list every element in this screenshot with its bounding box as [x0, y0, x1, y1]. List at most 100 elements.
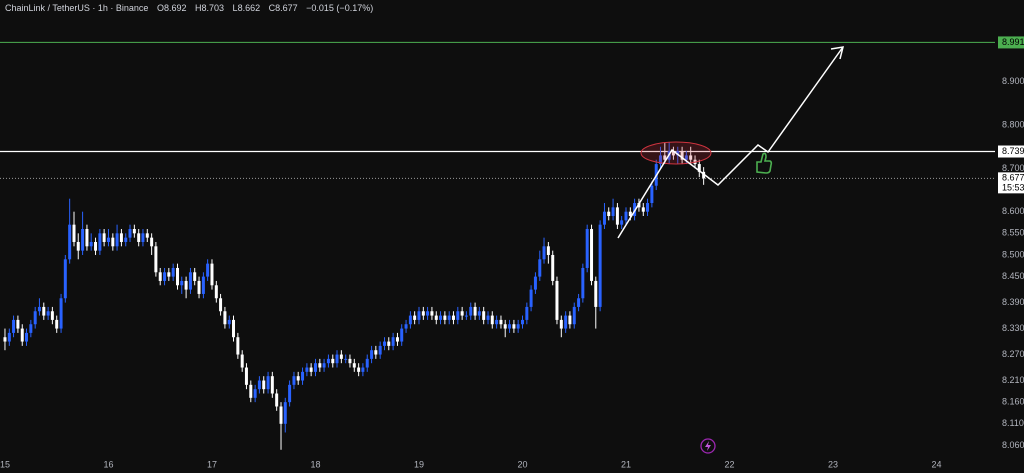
- level-label: 8.739: [1002, 146, 1024, 156]
- current-price-bg: [998, 172, 1024, 194]
- candle-body: [184, 280, 188, 290]
- candle-body: [628, 211, 632, 217]
- candle-body: [486, 315, 490, 320]
- candle-body: [46, 311, 50, 316]
- candle-body: [201, 276, 205, 294]
- candle-body: [460, 311, 464, 316]
- candle-body: [20, 328, 24, 342]
- y-tick-label: 8.160: [1002, 397, 1024, 407]
- candle-body: [128, 229, 132, 238]
- candle-body: [581, 267, 585, 299]
- y-tick-label: 8.390: [1002, 297, 1024, 307]
- candle-body: [72, 224, 76, 242]
- candle-body: [106, 237, 110, 242]
- candle-body: [417, 311, 421, 320]
- candle-body: [301, 371, 305, 381]
- x-tick-label: 20: [517, 459, 527, 469]
- candle-body: [646, 203, 650, 212]
- candle-body: [244, 367, 248, 385]
- candle-body: [607, 211, 611, 217]
- candle-body: [214, 285, 218, 299]
- candle-body: [206, 263, 210, 277]
- candle-body: [426, 311, 430, 316]
- x-tick-label: 22: [725, 459, 735, 469]
- candle-body: [262, 380, 266, 390]
- candle-body: [525, 306, 529, 320]
- candle-body: [236, 337, 240, 355]
- candle-body: [240, 354, 244, 368]
- candle-body: [76, 241, 80, 251]
- candle-body: [676, 151, 680, 156]
- candle-body: [546, 246, 550, 255]
- event-icon[interactable]: [700, 438, 716, 454]
- candle-body: [559, 319, 563, 329]
- thumb-icon: [756, 152, 773, 174]
- candle-body: [361, 367, 365, 372]
- candle-body: [331, 358, 335, 364]
- candle-body: [154, 246, 158, 273]
- candle-body: [210, 263, 214, 286]
- annotations: [617, 46, 845, 454]
- candle-body: [24, 332, 28, 342]
- candle-body: [413, 315, 417, 320]
- level-label-bg: [998, 145, 1024, 158]
- level-label: 8.991: [1002, 37, 1024, 47]
- candle-body: [439, 315, 443, 320]
- candle-body: [279, 406, 283, 424]
- candle-body: [430, 311, 434, 316]
- x-tick-label: 21: [621, 459, 631, 469]
- countdown-label: 15:53: [1002, 183, 1024, 193]
- candle-body: [542, 246, 546, 260]
- candle-body: [520, 319, 524, 325]
- ohlc-value: 8.677: [275, 3, 298, 13]
- ohlc-value: 8.703: [201, 3, 225, 13]
- candle-body: [257, 380, 261, 390]
- candle-body: [132, 229, 136, 234]
- candle-body: [671, 151, 675, 156]
- candle-body: [296, 376, 300, 381]
- ohlc-key: O: [156, 3, 164, 13]
- candle-body: [223, 311, 227, 325]
- candle-body: [404, 324, 408, 329]
- symbol-header: ChainLink / TetherUS · 1h · Binance O 8.6…: [5, 3, 373, 13]
- candle-body: [663, 155, 667, 160]
- candle-body: [68, 224, 72, 260]
- candle-body: [395, 337, 399, 342]
- x-tick-label: 24: [932, 459, 942, 469]
- symbol-title: ChainLink / TetherUS · 1h · Binance: [5, 3, 149, 13]
- candle-body: [150, 237, 154, 247]
- candle-body: [365, 358, 369, 368]
- candle-body: [482, 311, 486, 320]
- level-label-bg: [998, 36, 1024, 49]
- candle-body: [495, 319, 499, 325]
- plot-area: [0, 41, 995, 450]
- candle-body: [42, 306, 46, 316]
- candle-body: [253, 389, 257, 398]
- candle-body: [158, 272, 162, 281]
- candle-body: [590, 229, 594, 281]
- candle-body: [98, 233, 102, 251]
- candle-body: [598, 224, 602, 307]
- candle-body: [145, 233, 149, 238]
- candle-body: [322, 363, 326, 368]
- candle-body: [33, 311, 37, 325]
- candle-body: [119, 233, 123, 242]
- candle-body: [81, 229, 85, 251]
- candle-body: [378, 345, 382, 355]
- candle-body: [357, 367, 361, 372]
- candle-body: [352, 363, 356, 368]
- candle-body: [538, 259, 542, 277]
- x-tick-label: 19: [414, 459, 424, 469]
- y-tick-label: 8.600: [1002, 206, 1024, 216]
- y-tick-label: 8.550: [1002, 228, 1024, 238]
- candle-body: [387, 341, 391, 346]
- candle-body: [434, 315, 438, 320]
- candle-body: [29, 324, 33, 333]
- x-tick-label: 23: [828, 459, 838, 469]
- candle-body: [227, 319, 231, 325]
- candle-body: [650, 185, 654, 204]
- candle-body: [641, 207, 645, 212]
- candle-body: [309, 367, 313, 372]
